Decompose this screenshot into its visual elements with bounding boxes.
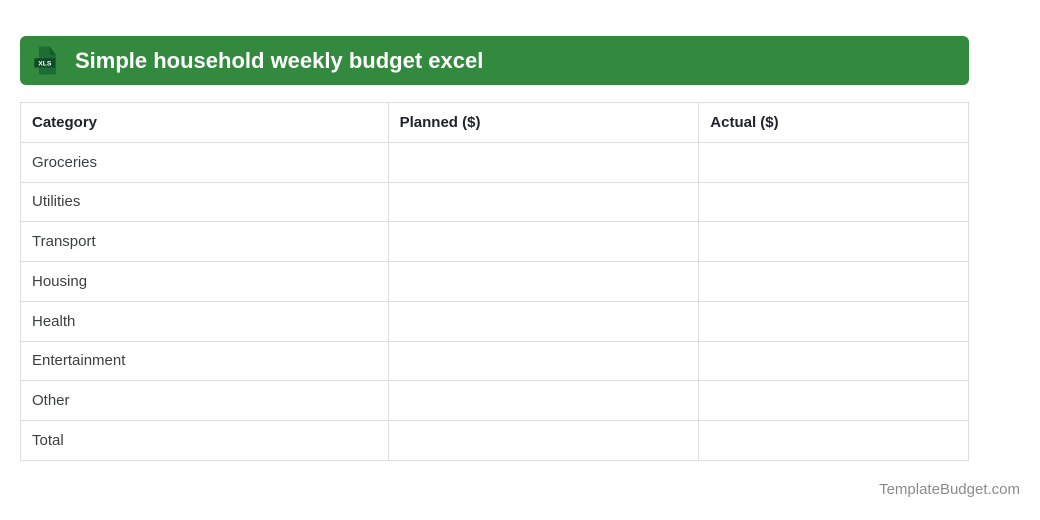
svg-text:XLS: XLS (38, 60, 52, 67)
